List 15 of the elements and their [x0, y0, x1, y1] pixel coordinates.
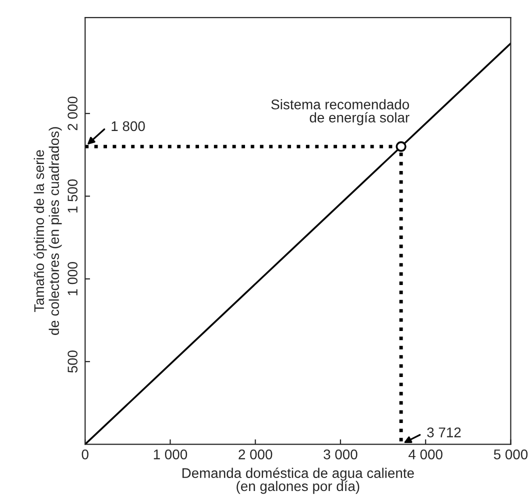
x-axis-title: Demanda doméstica de agua caliente (en galones por día): [182, 468, 414, 494]
x-tick-label: 1 000: [154, 450, 188, 460]
annotation: Sistema recomendado de energía solar: [271, 99, 410, 126]
x-tick-label: 3 000: [324, 450, 358, 460]
x-tick-label: 2 000: [238, 450, 272, 460]
x-tick-label: 0: [82, 450, 88, 460]
y-axis-title: Tamaño óptimo de la serie de colectores (en pies cuadrados): [34, 127, 62, 335]
x-tick-label: 5 000: [494, 450, 528, 460]
y-tick-label: 1 000: [68, 262, 78, 296]
y-tick-label: 2 000: [68, 96, 78, 130]
annotation: 3 712: [427, 427, 461, 438]
x-tick-label: 4 000: [408, 450, 442, 460]
annotation: 1 800: [112, 121, 145, 132]
y-tick-label: 500: [68, 350, 78, 373]
y-tick-label: 1 500: [68, 179, 78, 213]
